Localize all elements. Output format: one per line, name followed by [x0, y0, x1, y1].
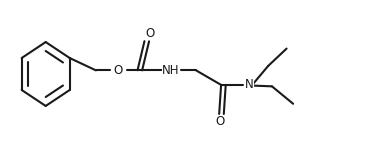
- Text: O: O: [146, 27, 155, 40]
- Text: N: N: [244, 78, 253, 91]
- Text: O: O: [114, 64, 123, 77]
- Text: O: O: [215, 115, 224, 128]
- Text: NH: NH: [162, 64, 180, 77]
